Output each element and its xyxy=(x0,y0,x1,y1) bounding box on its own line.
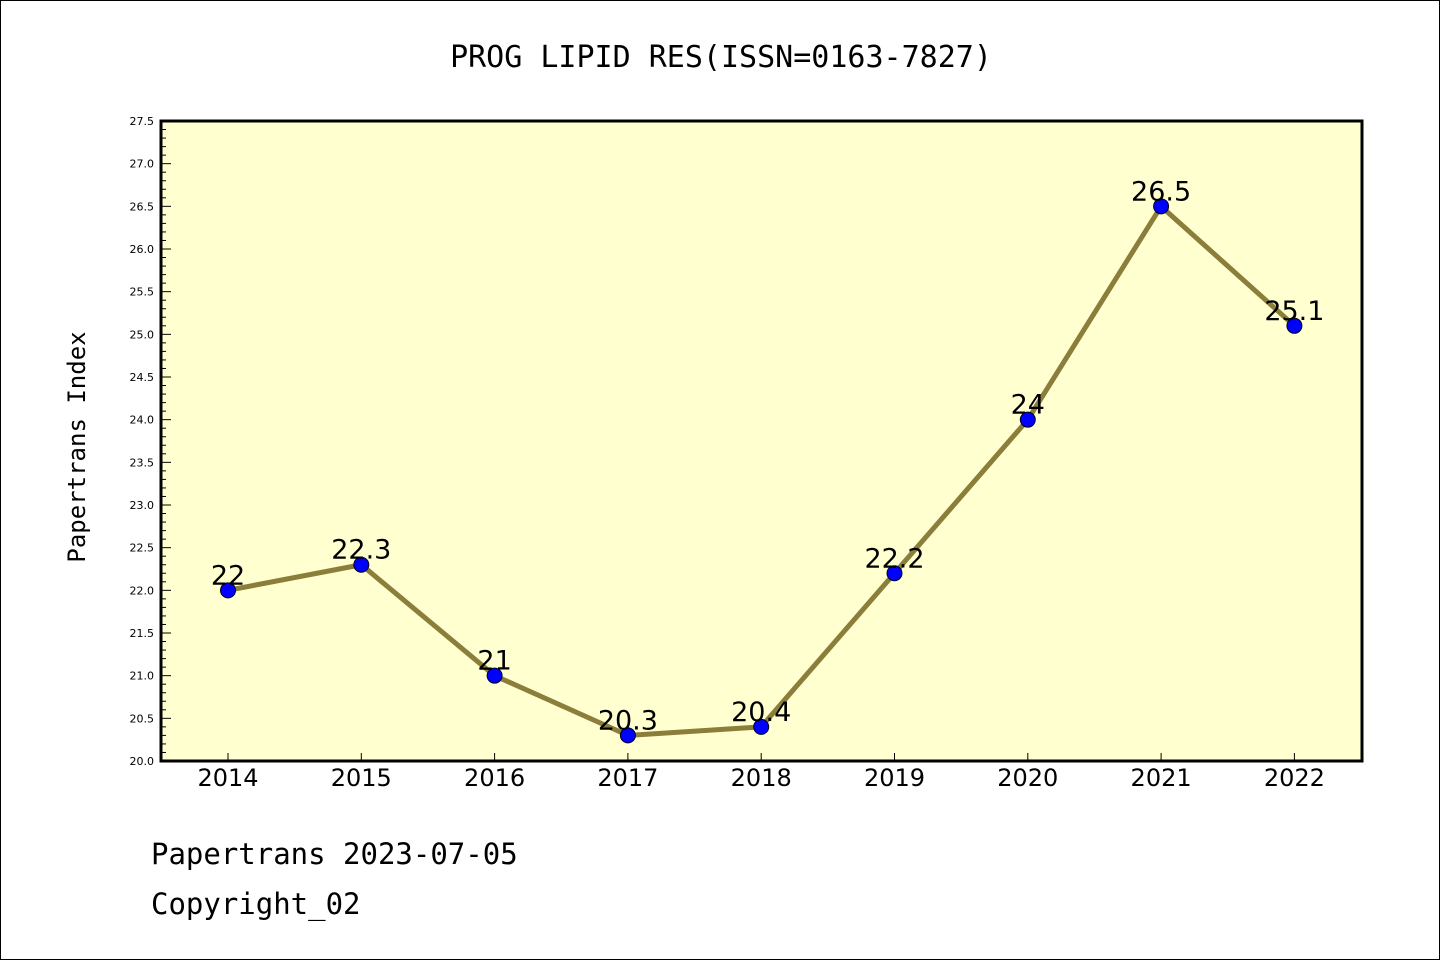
y-tick-label: 22.0 xyxy=(130,584,155,597)
y-tick-label: 20.0 xyxy=(130,755,155,768)
data-point xyxy=(619,727,636,744)
data-label: 25.1 xyxy=(1264,296,1324,327)
data-label: 26.5 xyxy=(1131,176,1191,207)
axis-ticks: 20.0 20.5 21.0 21.5 22.0 22.5 23.0 23.5 24.0 24.5… xyxy=(130,115,1325,792)
y-tick-label: 25.0 xyxy=(130,328,155,341)
y-tick-label: 24.0 xyxy=(130,414,155,427)
data-label: 24 xyxy=(1011,390,1045,421)
data-label: 22.3 xyxy=(331,535,391,566)
footer-date: Papertrans 2023-07-05 xyxy=(151,837,518,871)
y-tick-label: 21.0 xyxy=(130,670,155,683)
x-tick-label: 2016 xyxy=(464,764,525,792)
y-tick-label: 24.5 xyxy=(130,371,155,384)
x-tick-label: 2020 xyxy=(997,764,1058,792)
x-tick-label: 2017 xyxy=(597,764,658,792)
data-labels-group: 22 22.3 21 20.3 20.4 22.2 24 26.5 25.1 xyxy=(211,176,1325,736)
data-label: 22.2 xyxy=(864,543,924,574)
x-tick-label: 2014 xyxy=(197,764,258,792)
data-point xyxy=(1019,411,1036,428)
y-tick-label: 20.5 xyxy=(130,712,155,725)
x-tick-label: 2018 xyxy=(731,764,792,792)
y-tick-label: 25.5 xyxy=(130,286,155,299)
y-tick-label: 22.5 xyxy=(130,542,155,555)
x-tick-label: 2021 xyxy=(1131,764,1192,792)
data-point xyxy=(220,582,236,599)
data-label: 22 xyxy=(211,560,245,591)
chart-title: PROG LIPID RES(ISSN=0163-7827) xyxy=(450,40,992,75)
data-point xyxy=(486,667,503,684)
y-tick-label: 23.5 xyxy=(130,456,155,469)
x-tick-label: 2015 xyxy=(331,764,392,792)
data-label: 20.3 xyxy=(598,705,658,736)
series-points-group xyxy=(220,198,1303,744)
y-axis-label: Papertrans Index xyxy=(63,331,91,562)
y-tick-label: 21.5 xyxy=(130,627,155,640)
plot-area xyxy=(159,119,1364,763)
footer-copyright: Copyright_02 xyxy=(151,887,361,921)
y-tick-label: 23.0 xyxy=(130,499,155,512)
y-tick-label: 27.5 xyxy=(130,115,155,128)
data-point xyxy=(1286,317,1303,334)
y-tick-label: 27.0 xyxy=(130,158,155,171)
x-tick-label: 2022 xyxy=(1264,764,1325,792)
y-tick-label: 26.5 xyxy=(130,200,155,213)
data-label: 20.4 xyxy=(731,697,791,728)
data-label: 21 xyxy=(477,646,511,677)
y-tick-label: 26.0 xyxy=(130,243,155,256)
data-point xyxy=(753,718,770,735)
data-point xyxy=(1153,198,1170,215)
x-tick-label: 2019 xyxy=(864,764,925,792)
data-point xyxy=(353,556,370,573)
data-point xyxy=(886,565,903,582)
